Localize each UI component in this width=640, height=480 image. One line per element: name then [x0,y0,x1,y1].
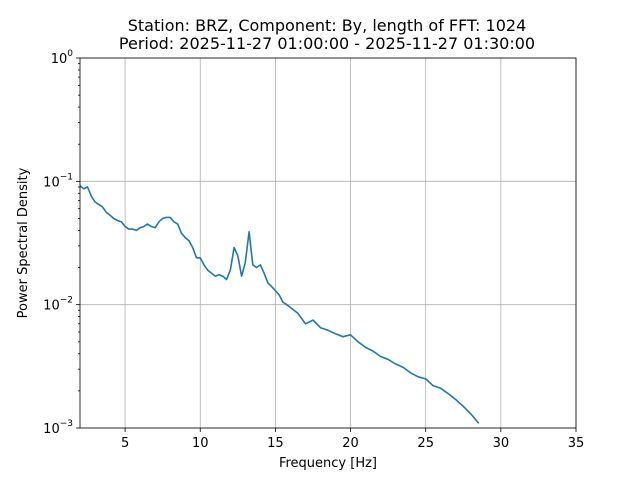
x-tick-label: 20 [342,436,359,451]
x-axis-ticks: 5 10 15 20 25 30 35 [121,428,584,451]
y-axis-label: Power Spectral Density [16,167,31,318]
grid [80,57,577,429]
y-tick-label: 10−1 [43,172,73,190]
x-tick-label: 15 [267,436,284,451]
y-tick-label: 10−2 [43,296,73,314]
x-tick-label: 30 [493,436,510,451]
x-tick-label: 35 [568,436,585,451]
chart-subtitle: Period: 2025-11-27 01:00:00 - 2025-11-27… [119,34,535,53]
y-tick-label: 100 [51,49,74,67]
x-tick-label: 25 [417,436,434,451]
y-tick-label: 10−3 [43,419,73,437]
x-tick-label: 5 [121,436,129,451]
series-layer [80,185,480,424]
psd-series-line [80,185,480,424]
plot-frame [79,57,577,429]
x-axis-label: Frequency [Hz] [279,456,377,471]
chart-title: Station: BRZ, Component: By, length of F… [128,16,527,35]
x-tick-label: 10 [192,436,209,451]
y-axis-ticks: 10−3 10−2 10−1 100 [43,49,80,437]
